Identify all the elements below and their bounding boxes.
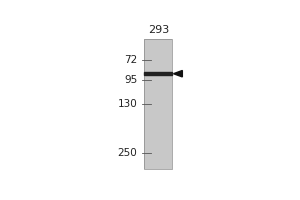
Text: 72: 72 [124,55,137,65]
Polygon shape [173,70,182,77]
Text: 250: 250 [118,148,137,158]
Bar [145,72,172,75]
Text: 293: 293 [148,25,169,35]
Bar [145,39,172,169]
Bar [145,39,172,169]
Text: 130: 130 [118,99,137,109]
Text: 95: 95 [124,75,137,85]
